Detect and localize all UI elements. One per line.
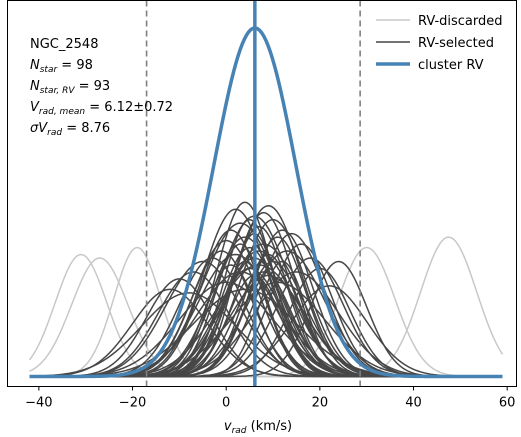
v-mean-value: 6.12±0.72 <box>104 100 173 115</box>
curve-cluster-rv-0 <box>29 26 503 379</box>
axes-frame <box>7 0 517 387</box>
n-star-rv-value: 93 <box>94 79 111 94</box>
curve-rv-selected-32 <box>29 260 503 378</box>
cluster-name: NGC_2548 <box>30 37 98 52</box>
legend-label-rv-discarded: RV-discarded <box>418 14 503 29</box>
curve-rv-selected-24 <box>29 250 503 378</box>
series-cluster-rv <box>29 26 503 379</box>
x-tick-label-60: 60 <box>499 396 516 411</box>
v-mean-label: Vrad, mean = 6.12±0.72 <box>30 100 173 117</box>
x-tick-label--40: −40 <box>25 396 52 411</box>
n-star-value: 98 <box>76 58 93 73</box>
sigma-v-label: σVrad = 8.76 <box>30 121 110 138</box>
x-axis-title: vrad (km/s) <box>224 419 292 436</box>
x-tick-label-20: 20 <box>312 396 329 411</box>
legend-label-cluster-rv: cluster RV <box>418 58 484 73</box>
x-axis: −40 −20 0 20 40 60 <box>25 386 516 411</box>
x-tick-label-40: 40 <box>405 396 422 411</box>
series-rv-selected <box>29 201 503 378</box>
stats-block: NGC_2548 Nstar = 98 Nstar, RV = 93 Vrad,… <box>30 37 173 138</box>
sigma-v-value: 8.76 <box>81 121 110 136</box>
curve-rv-selected-43 <box>29 260 503 378</box>
legend-label-rv-selected: RV-selected <box>418 36 494 51</box>
curve-rv-selected-33 <box>29 260 503 378</box>
x-tick-label-0: 0 <box>222 396 230 411</box>
curve-rv-selected-25 <box>29 260 503 378</box>
curve-rv-selected-0 <box>29 208 503 378</box>
n-star-rv-label: Nstar, RV = 93 <box>30 79 110 96</box>
curve-rv-selected-26 <box>29 260 503 378</box>
series-layer <box>28 0 504 387</box>
legend: RV-discarded RV-selected cluster RV <box>376 14 503 73</box>
x-tick-label--20: −20 <box>119 396 146 411</box>
reference-lines <box>145 0 361 387</box>
n-star-label: Nstar = 98 <box>30 58 93 75</box>
